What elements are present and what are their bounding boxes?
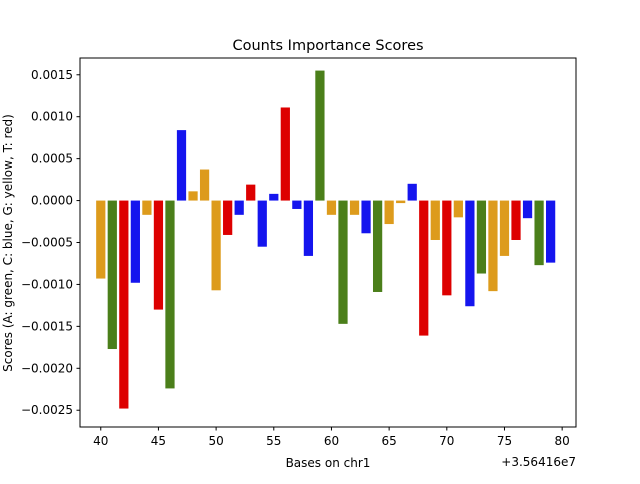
y-tick-label: −0.0025: [21, 403, 73, 417]
bar-57: [292, 200, 302, 209]
y-tick-label: −0.0005: [21, 236, 73, 250]
x-tick-label: 70: [439, 434, 454, 448]
x-axis-offset-label: +3.56416e7: [501, 455, 576, 469]
y-tick-label: −0.0020: [21, 361, 73, 375]
x-tick-label: 65: [381, 434, 396, 448]
bar-55: [269, 193, 279, 201]
bar-77: [522, 200, 533, 219]
bar-67: [407, 183, 417, 201]
bar-74: [488, 200, 498, 292]
bar-70: [442, 200, 452, 296]
bar-45: [153, 200, 164, 310]
bar-61: [338, 200, 348, 324]
bar-59: [315, 70, 325, 201]
bar-41: [107, 200, 117, 350]
bar-50: [211, 200, 221, 291]
bar-49: [199, 169, 210, 201]
bar-76: [511, 200, 521, 240]
bar-62: [349, 200, 360, 215]
bar-40: [96, 200, 106, 279]
bar-51: [223, 200, 233, 235]
bar-46: [165, 200, 175, 389]
x-tick-label: 60: [324, 434, 339, 448]
bar-54: [257, 200, 267, 247]
bar-78: [534, 200, 544, 266]
x-tick-label: 75: [497, 434, 512, 448]
y-tick-label: 0.0005: [31, 152, 73, 166]
bar-56: [280, 107, 290, 201]
bar-73: [476, 200, 487, 274]
bar-69: [430, 200, 440, 240]
bar-53: [246, 184, 256, 201]
bar-43: [130, 200, 140, 283]
bar-68: [419, 200, 429, 336]
bar-48: [188, 191, 198, 201]
x-tick-label: 45: [151, 434, 166, 448]
y-axis: 0.0015 0.0010 0.0005 0.0000 −0.0005 −0.0010 −0…: [21, 68, 80, 417]
y-tick-label: 0.0015: [31, 68, 73, 82]
bar-63: [361, 200, 371, 234]
bar-52: [234, 200, 244, 215]
bars-group: [96, 70, 556, 409]
x-tick-label: 80: [555, 434, 570, 448]
x-tick-label: 40: [93, 434, 108, 448]
x-tick-label: 55: [266, 434, 281, 448]
x-axis-label: Bases on chr1: [286, 456, 371, 470]
bar-71: [453, 200, 463, 218]
bar-64: [372, 200, 383, 292]
y-tick-label: 0.0010: [31, 110, 73, 124]
y-tick-label: 0.0000: [31, 194, 73, 208]
chart-title: Counts Importance Scores: [232, 38, 423, 54]
bar-58: [303, 200, 314, 256]
bar-60: [326, 200, 337, 215]
bar-42: [119, 200, 129, 409]
bar-44: [142, 200, 152, 215]
bar-75: [499, 200, 510, 256]
bar-65: [384, 200, 394, 225]
x-axis: 40 45 50 55 60 65 70 75 80: [93, 427, 570, 448]
bar-47: [176, 130, 187, 201]
bar-79: [546, 200, 556, 263]
bar-66: [396, 200, 406, 204]
x-tick-label: 50: [208, 434, 223, 448]
y-tick-label: −0.0015: [21, 319, 73, 333]
bar-72: [465, 200, 475, 307]
plot-frame: [79, 57, 577, 428]
y-tick-label: −0.0010: [21, 277, 73, 291]
y-axis-label: Scores (A: green, C: blue, G: yellow, T:…: [1, 114, 15, 372]
